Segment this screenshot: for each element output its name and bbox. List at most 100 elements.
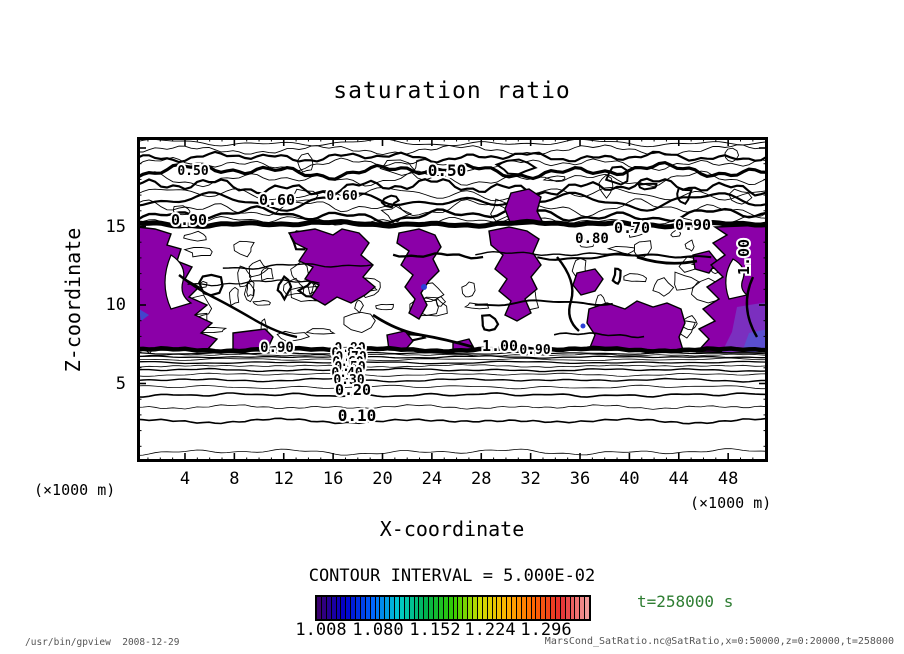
colorbar-tick-label: 1.008 xyxy=(295,620,347,640)
x-tick-label: 28 xyxy=(471,469,492,489)
colorbar-cell xyxy=(565,597,571,619)
colorbar-cell xyxy=(468,597,473,619)
contour-label: 0.60 xyxy=(259,191,295,209)
colorbar-cell xyxy=(395,597,400,619)
contour-label: 0.90 xyxy=(519,343,550,358)
colorbar-cell xyxy=(380,597,386,619)
contour-label: 0.30 xyxy=(333,373,364,388)
contour-label: 1.00 xyxy=(482,337,518,355)
colorbar-cell xyxy=(487,597,493,619)
colorbar-cell xyxy=(512,597,517,619)
colorbar-cell xyxy=(585,597,589,619)
contour-label: 0.50 xyxy=(428,161,467,180)
colorbar-cell xyxy=(516,597,522,619)
colorbar-cell xyxy=(477,597,483,619)
contour-label: 0.90 xyxy=(260,340,294,356)
x-axis-label: X-coordinate xyxy=(379,517,525,541)
plot-title: saturation ratio xyxy=(333,78,571,104)
contour-plot: 0.500.500.60 0.600.900.800.70 0.901.000.90… xyxy=(137,137,768,462)
x-axis-unit: (×1000 m) xyxy=(690,494,772,512)
colorbar-cell xyxy=(317,597,322,619)
time-label: t=258000 s xyxy=(637,592,734,611)
x-tick-label: 8 xyxy=(229,469,240,489)
colorbar-cell xyxy=(507,597,512,619)
colorbar-cell xyxy=(331,597,337,619)
x-tick-label: 16 xyxy=(322,469,344,489)
x-tick-label: 12 xyxy=(273,469,294,489)
colorbar-tick-label: 1.296 xyxy=(520,620,572,640)
colorbar-cell xyxy=(385,597,391,619)
colorbar-cell xyxy=(414,597,420,619)
colorbar xyxy=(315,595,591,621)
colorbar-cell xyxy=(341,597,347,619)
contour-label: 0.40 xyxy=(331,366,362,381)
colorbar-cell xyxy=(546,597,551,619)
colorbar-cell xyxy=(502,597,508,619)
colorbar-cell xyxy=(346,597,352,619)
z-tick-label: 15 xyxy=(105,216,126,237)
colorbar-cell xyxy=(404,597,410,619)
contour-label: 0.60 xyxy=(332,355,363,370)
colorbar-cell xyxy=(390,597,395,619)
colorbar-tick-label: 1.080 xyxy=(352,620,404,640)
colorbar-cell xyxy=(429,597,434,619)
colorbar-cell xyxy=(419,597,425,619)
contour-label: 0.50 xyxy=(177,164,208,179)
colorbar-cell xyxy=(541,597,547,619)
colorbar-tick-label: 1.152 xyxy=(409,620,461,640)
contour-label: 1.00 xyxy=(735,239,753,275)
contour-interval-label: CONTOUR INTERVAL = 5.000E-02 xyxy=(308,566,596,586)
contour-value-labels: 0.500.500.60 0.600.900.800.70 0.901.000.90… xyxy=(169,159,755,427)
x-tick-label: 4 xyxy=(179,469,191,489)
x-tick-label: 32 xyxy=(520,469,541,489)
colorbar-cell xyxy=(360,597,366,619)
x-tick-label: 44 xyxy=(668,469,690,489)
colorbar-cell xyxy=(497,597,503,619)
colorbar-cell xyxy=(438,597,444,619)
colorbar-cell xyxy=(463,597,469,619)
colorbar-cell xyxy=(326,597,332,619)
colorbar-tick-labels: 1.008 1.080 1.152 1.224 1.296 xyxy=(0,620,904,640)
colorbar-cell xyxy=(521,597,527,619)
colorbar-cell xyxy=(526,597,532,619)
contour-label: 0.80 xyxy=(331,346,362,361)
z-axis-unit: (×1000 m) xyxy=(34,481,116,499)
z-tick-label: 10 xyxy=(105,295,126,315)
contour-field xyxy=(137,138,768,456)
colorbar-cell xyxy=(448,597,454,619)
colorbar-cell xyxy=(555,597,561,619)
x-tick-label: 40 xyxy=(619,469,640,489)
colorbar-cell xyxy=(575,597,581,619)
x-tick-label: 36 xyxy=(569,469,591,489)
colorbar-cell xyxy=(409,597,415,619)
contour-label: 0.90 xyxy=(675,216,711,234)
colorbar-cell xyxy=(560,597,566,619)
colorbar-cell xyxy=(458,597,464,619)
colorbar-cell xyxy=(370,597,376,619)
colorbar-cell xyxy=(336,597,342,619)
x-tick-label: 24 xyxy=(421,469,443,489)
contour-label: 0.10 xyxy=(338,406,377,425)
footer-source: MarsCond_SatRatio.nc@SatRatio,x=0:50000,… xyxy=(544,636,894,647)
contour-label: 0.20 xyxy=(335,381,371,399)
colorbar-cell xyxy=(375,597,381,619)
contour-label: 0.80 xyxy=(575,231,609,247)
z-tick-label: 5 xyxy=(115,373,126,394)
contour-label: 0.90 xyxy=(171,211,207,229)
colorbar-cell xyxy=(434,597,439,619)
colorbar-cell xyxy=(351,597,356,619)
colorbar-cell xyxy=(482,597,488,619)
colorbar-tick-label: 1.224 xyxy=(464,620,516,640)
colorbar-cell xyxy=(356,597,361,619)
colorbar-cell xyxy=(580,597,586,619)
colorbar-cell xyxy=(536,597,542,619)
x-tick-label: 48 xyxy=(717,469,739,489)
colorbar-cell xyxy=(365,597,371,619)
colorbar-cell xyxy=(424,597,430,619)
contour-label: 0.70 xyxy=(614,219,650,237)
colorbar-cell xyxy=(492,597,498,619)
contour-label: 0.60 xyxy=(326,189,357,204)
z-axis-label: Z-coordinate xyxy=(61,227,85,373)
contour-label: 0.90 xyxy=(334,341,365,356)
colorbar-cell xyxy=(443,597,449,619)
